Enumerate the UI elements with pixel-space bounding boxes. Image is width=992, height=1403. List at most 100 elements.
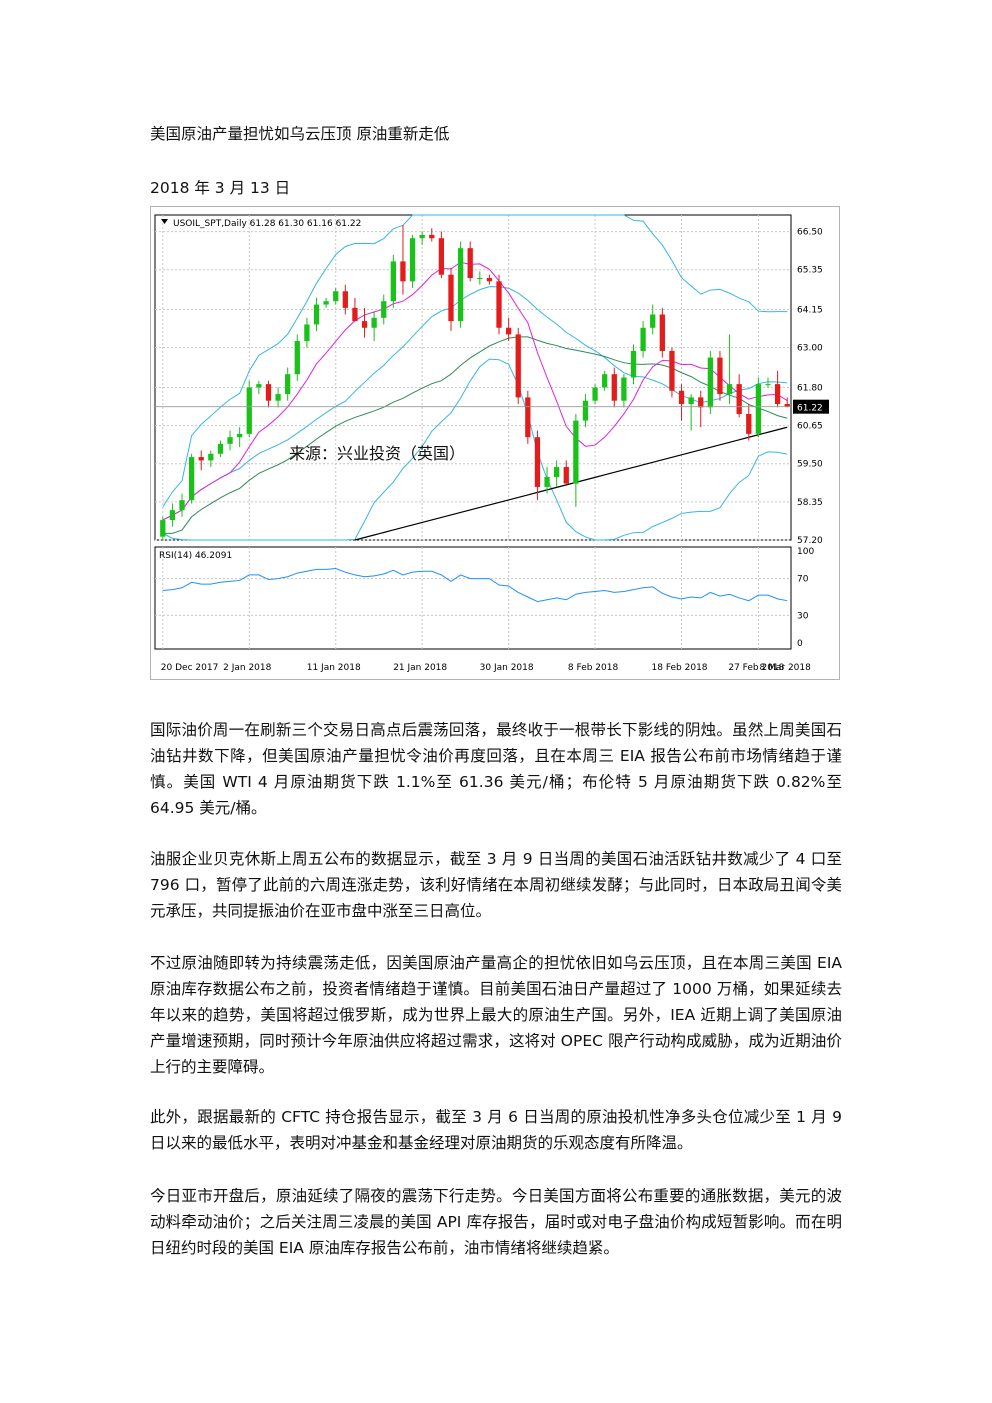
candle-body [294, 341, 300, 375]
price-tick-label: 64.15 [797, 306, 823, 316]
candle-body [554, 467, 560, 477]
candle-body [265, 384, 272, 401]
chart-header: USOIL_SPT,Daily 61.28 61.30 61.16 61.22 [173, 219, 361, 229]
dropdown-triangle-icon [161, 219, 168, 224]
candle-body [227, 437, 233, 444]
paragraph-4: 此外，跟据最新的 CFTC 持仓报告显示，截至 3 月 6 日当周的原油投机性净… [150, 1108, 842, 1152]
current-price-label: 61.22 [797, 404, 823, 414]
candle-body [275, 394, 281, 401]
candle-body [457, 248, 464, 322]
candle-body [313, 304, 320, 325]
candle-body [467, 248, 473, 279]
candle-body [746, 413, 752, 434]
candle-body [534, 437, 541, 487]
article-date: 2018 年 3 月 13 日 [150, 179, 291, 197]
x-axis-label: 11 Jan 2018 [307, 663, 361, 673]
candle-body [342, 291, 348, 308]
price-tick-label: 65.35 [797, 266, 823, 276]
price-tick-label: 63.00 [797, 344, 823, 354]
candle-body [208, 453, 214, 461]
price-tick-label: 66.50 [797, 228, 823, 238]
candle-body [381, 301, 387, 318]
candle-body [477, 278, 483, 280]
candle-body [515, 334, 521, 398]
paragraph-1: 国际油价周一在刷新三个交易日高点后震荡回落，最终收于一根带长下影线的阴烛。虽然上… [150, 721, 842, 817]
candle-body [237, 433, 243, 438]
rsi-line [162, 567, 788, 603]
x-axis-label: 8 Mar 2018 [760, 663, 812, 673]
candle-body [544, 476, 550, 487]
candle-body [496, 281, 502, 328]
candle-body [592, 387, 598, 401]
x-axis-label: 2 Jan 2018 [223, 663, 271, 673]
x-axis-label: 27 Feb 2018 [728, 663, 784, 673]
candle-body [419, 234, 425, 239]
candle-body [188, 457, 195, 501]
candle-body [256, 384, 262, 388]
paragraph-2: 油服企业贝克休斯上周五公布的数据显示，截至 3 月 9 日当周的美国石油活跃钻井… [150, 850, 842, 920]
candle-body [179, 500, 185, 511]
candle-body [774, 384, 781, 405]
rsi-header: RSI(14) 46.2091 [159, 551, 232, 561]
candle-body [448, 274, 454, 322]
candle-body [659, 314, 665, 351]
candle-body [736, 384, 742, 414]
candle-body [217, 443, 224, 454]
x-axis-label: 21 Jan 2018 [393, 663, 447, 673]
candle-body [765, 384, 771, 386]
candle-body [333, 291, 339, 302]
candle-body [582, 400, 589, 421]
candle-body [169, 510, 176, 521]
candle-body [304, 324, 310, 342]
candle-body [409, 238, 416, 282]
candle-body [621, 377, 627, 401]
price-chart: 66.50 65.35 64.15 63.00 61.80 60.65 59.50 58.35… [150, 206, 840, 680]
chart-svg: 66.50 65.35 64.15 63.00 61.80 60.65 59.50 58.35… [154, 214, 829, 673]
candle-body [429, 234, 435, 239]
candle-body [573, 420, 579, 484]
candle-body [361, 321, 368, 328]
candle-body [438, 238, 445, 275]
candle-body [198, 457, 204, 461]
chart-watermark: 来源：兴业投资（英国） [289, 444, 465, 463]
x-axis-label: 30 Jan 2018 [480, 663, 534, 673]
candle-body [400, 261, 406, 282]
rsi-tick-label: 70 [797, 575, 809, 585]
candle-body [707, 357, 713, 408]
candle-body [784, 404, 790, 407]
x-axis-label: 18 Feb 2018 [652, 663, 708, 673]
rsi-panel-frame [154, 546, 792, 650]
paragraph-3: 不过原油随即转为持续震荡走低，因美国原油产量高企的担忧依旧如乌云压顶，且在本周三… [150, 954, 842, 1076]
candle-body [160, 520, 166, 537]
price-tick-label: 61.80 [797, 383, 823, 393]
bollinger-upper-line [162, 214, 788, 508]
candle-body [630, 350, 637, 378]
article-title: 美国原油产量担忧如乌云压顶 原油重新走低 [150, 125, 450, 143]
candle-body [323, 301, 329, 305]
candle-body [246, 387, 252, 434]
candle-body [525, 397, 531, 438]
price-tick-label: 58.35 [797, 498, 823, 508]
candle-body [669, 350, 675, 391]
moving-average-green-line [162, 336, 788, 534]
candle-body [486, 278, 493, 282]
moving-average-black-line [354, 426, 788, 541]
candle-body [371, 317, 377, 328]
paragraph-5: 今日亚市开盘后，原油延续了隔夜的震荡下行走势。今日美国方面将公布重要的通胀数据，… [150, 1187, 842, 1257]
rsi-tick-label: 0 [797, 639, 803, 649]
candle-body [390, 261, 396, 302]
price-tick-label: 57.20 [797, 536, 823, 546]
rsi-tick-label: 30 [797, 611, 809, 621]
moving-average-magenta-line [162, 261, 788, 521]
x-axis-label: 8 Feb 2018 [568, 663, 619, 673]
candle-body [650, 314, 656, 328]
current-price-tag [793, 399, 829, 414]
candle-body [602, 374, 608, 388]
bollinger-lower-line [162, 358, 788, 541]
candle-body [611, 374, 617, 401]
candle-body [505, 327, 512, 335]
candle-body [688, 397, 694, 405]
price-tick-label: 60.65 [797, 422, 823, 432]
candle-body [698, 397, 704, 408]
candle-body [352, 307, 358, 322]
